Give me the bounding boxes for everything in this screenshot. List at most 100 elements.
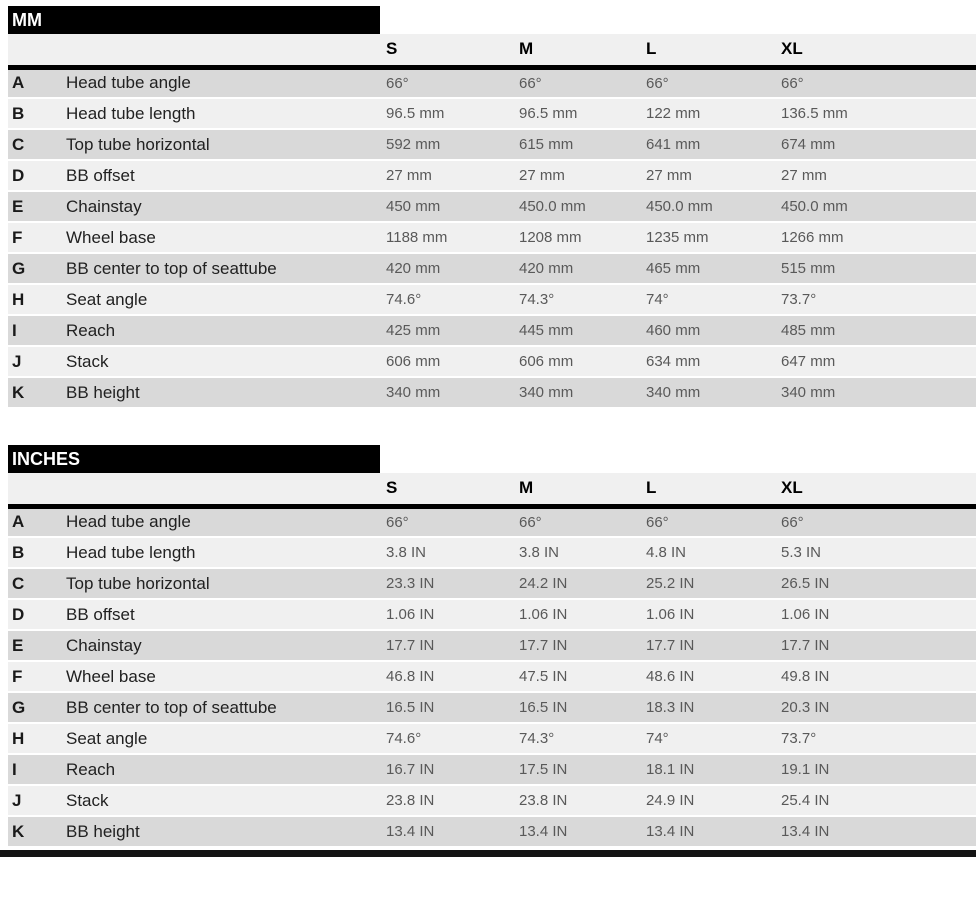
letter-header-spacer	[8, 473, 64, 506]
row-letter: B	[12, 103, 25, 123]
row-letter: F	[12, 666, 23, 686]
table-body-mm: A Head tube angle 66° 66° 66° 66° B Head…	[8, 67, 976, 408]
cell-value-l: 74°	[646, 291, 669, 308]
cell-value-l: 13.4 IN	[646, 823, 695, 840]
spec-row: K BB height 340 mm 340 mm 340 mm 340 mm	[8, 377, 976, 408]
row-label: BB center to top of seattube	[66, 697, 277, 717]
row-letter: E	[12, 196, 24, 216]
cell-value-xl: 515 mm	[781, 260, 836, 277]
section-title-bar-mm: MM	[8, 6, 380, 34]
cell-value-s: 420 mm	[386, 260, 441, 277]
cell-value-l: 634 mm	[646, 353, 701, 370]
cell-value-l: 24.9 IN	[646, 792, 695, 809]
cell-value-m: 420 mm	[519, 260, 574, 277]
cell-value-xl: 674 mm	[781, 136, 836, 153]
row-label: Chainstay	[66, 635, 142, 655]
column-header-s: S	[386, 478, 398, 498]
cell-value-m: 1208 mm	[519, 229, 582, 246]
cell-value-xl: 66°	[781, 513, 804, 531]
spec-row: B Head tube length 3.8 IN 3.8 IN 4.8 IN …	[8, 537, 976, 568]
row-letter: E	[12, 635, 24, 655]
cell-value-xl: 25.4 IN	[781, 792, 830, 809]
column-header-xl: XL	[781, 478, 803, 498]
cell-value-m: 606 mm	[519, 353, 574, 370]
section-title-bar-inches: INCHES	[8, 445, 380, 473]
geometry-table-mm: S M L XL A Head tube angle 66° 66° 66° 6…	[8, 34, 976, 409]
cell-value-m: 17.7 IN	[519, 637, 568, 654]
cell-value-xl: 19.1 IN	[781, 761, 830, 778]
cell-value-xl: 73.7°	[781, 291, 817, 308]
cell-value-l: 66°	[646, 74, 669, 92]
row-letter: I	[12, 759, 17, 779]
cell-value-m: 74.3°	[519, 291, 555, 308]
cell-value-m: 13.4 IN	[519, 823, 568, 840]
cell-value-l: 25.2 IN	[646, 575, 695, 592]
cell-value-m: 66°	[519, 513, 542, 531]
cell-value-s: 17.7 IN	[386, 637, 435, 654]
row-label: BB height	[66, 382, 140, 402]
geometry-spec-page: MM S M L XL A Head tube angle 66° 66° 66…	[0, 6, 976, 857]
cell-value-s: 74.6°	[386, 730, 422, 747]
cell-value-m: 3.8 IN	[519, 544, 560, 561]
row-letter: J	[12, 351, 22, 371]
cell-value-s: 340 mm	[386, 384, 441, 401]
row-letter: G	[12, 697, 26, 717]
table-body-inches: A Head tube angle 66° 66° 66° 66° B Head…	[8, 506, 976, 847]
cell-value-m: 17.5 IN	[519, 761, 568, 778]
cell-value-s: 13.4 IN	[386, 823, 435, 840]
cell-value-m: 74.3°	[519, 730, 555, 747]
cell-value-s: 66°	[386, 513, 409, 531]
spec-row: E Chainstay 17.7 IN 17.7 IN 17.7 IN 17.7…	[8, 630, 976, 661]
cell-value-xl: 20.3 IN	[781, 699, 830, 716]
cell-value-m: 66°	[519, 74, 542, 92]
spec-row: C Top tube horizontal 23.3 IN 24.2 IN 25…	[8, 568, 976, 599]
cell-value-m: 47.5 IN	[519, 668, 568, 685]
row-letter: D	[12, 165, 25, 185]
row-label: Wheel base	[66, 227, 156, 247]
cell-value-l: 1235 mm	[646, 229, 709, 246]
cell-value-s: 96.5 mm	[386, 105, 445, 122]
cell-value-l: 1.06 IN	[646, 606, 695, 623]
row-label: Seat angle	[66, 289, 148, 309]
cell-value-xl: 13.4 IN	[781, 823, 830, 840]
cell-value-xl: 73.7°	[781, 730, 817, 747]
row-label: Top tube horizontal	[66, 573, 210, 593]
spec-row: J Stack 606 mm 606 mm 634 mm 647 mm	[8, 346, 976, 377]
cell-value-s: 27 mm	[386, 167, 432, 184]
cell-value-m: 23.8 IN	[519, 792, 568, 809]
cell-value-s: 450 mm	[386, 198, 441, 215]
row-label: Stack	[66, 790, 109, 810]
cell-value-l: 18.3 IN	[646, 699, 695, 716]
row-label: BB height	[66, 821, 140, 841]
row-label: Head tube length	[66, 542, 196, 562]
cell-value-l: 27 mm	[646, 167, 692, 184]
geometry-table-inches: S M L XL A Head tube angle 66° 66° 66° 6…	[8, 473, 976, 848]
row-label: Head tube length	[66, 103, 196, 123]
cell-value-xl: 647 mm	[781, 353, 836, 370]
row-label: Head tube angle	[66, 73, 191, 93]
row-label: BB center to top of seattube	[66, 258, 277, 278]
cell-value-m: 1.06 IN	[519, 606, 568, 623]
cell-value-l: 641 mm	[646, 136, 701, 153]
cell-value-xl: 1266 mm	[781, 229, 844, 246]
spec-row: C Top tube horizontal 592 mm 615 mm 641 …	[8, 129, 976, 160]
spec-row: D BB offset 27 mm 27 mm 27 mm 27 mm	[8, 160, 976, 191]
row-label: Top tube horizontal	[66, 134, 210, 154]
row-label: Wheel base	[66, 666, 156, 686]
cell-value-m: 16.5 IN	[519, 699, 568, 716]
row-label: Stack	[66, 351, 109, 371]
row-letter: K	[12, 821, 25, 841]
spec-row: F Wheel base 1188 mm 1208 mm 1235 mm 126…	[8, 222, 976, 253]
cell-value-l: 122 mm	[646, 105, 701, 122]
cell-value-s: 66°	[386, 74, 409, 92]
spec-row: I Reach 425 mm 445 mm 460 mm 485 mm	[8, 315, 976, 346]
row-letter: A	[12, 512, 25, 532]
row-label: Head tube angle	[66, 512, 191, 532]
spec-row: G BB center to top of seattube 420 mm 42…	[8, 253, 976, 284]
spec-row: D BB offset 1.06 IN 1.06 IN 1.06 IN 1.06…	[8, 599, 976, 630]
row-letter: H	[12, 289, 25, 309]
cell-value-s: 74.6°	[386, 291, 422, 308]
column-header-m: M	[519, 478, 534, 498]
size-header-row: S M L XL	[8, 34, 976, 67]
cell-value-s: 592 mm	[386, 136, 441, 153]
